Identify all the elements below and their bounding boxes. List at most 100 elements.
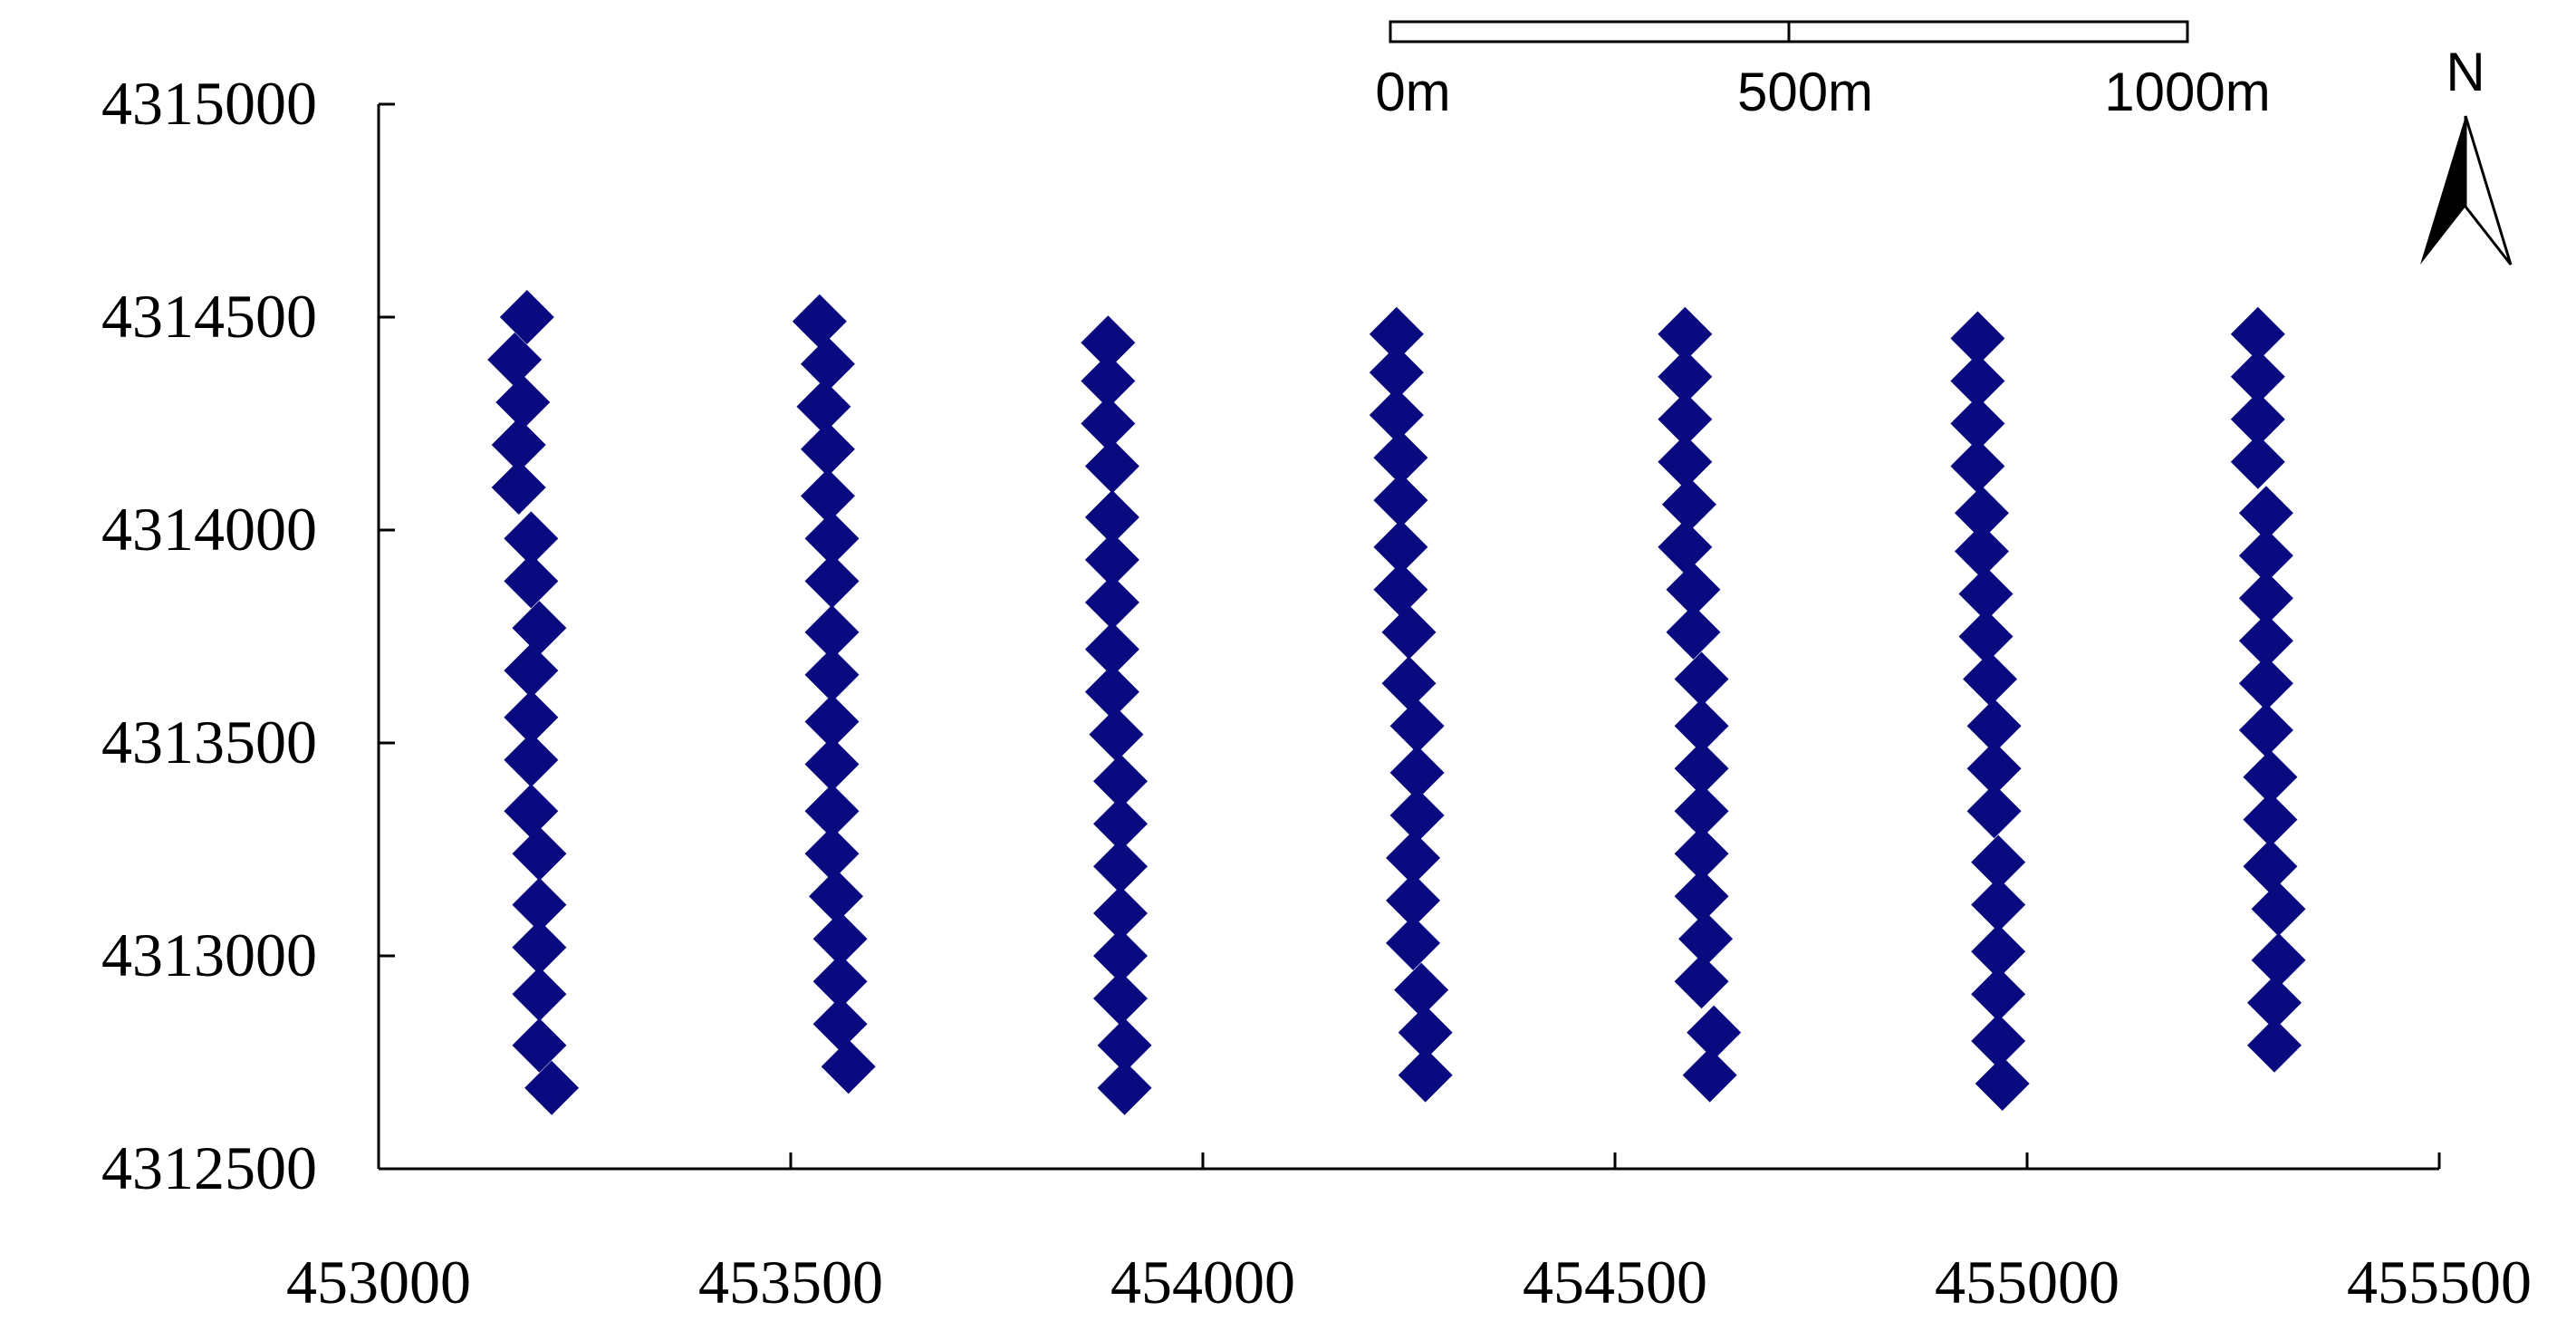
scale-label-0: 0m: [1375, 62, 1450, 122]
series-5: [1658, 306, 1742, 1103]
data-point: [1950, 396, 2005, 451]
y-tick-label: 4312500: [101, 1133, 317, 1202]
north-arrow: N: [2420, 42, 2513, 265]
data-point: [1958, 609, 2014, 664]
series-6: [1950, 311, 2030, 1111]
y-tick-label: 4313000: [101, 921, 317, 989]
data-point: [1958, 566, 2014, 622]
data-point: [499, 290, 554, 344]
data-point: [1658, 391, 1713, 447]
y-tick-label: 4315000: [101, 69, 317, 138]
data-point: [1093, 971, 1148, 1026]
data-point: [812, 954, 868, 1009]
data-point: [2243, 839, 2298, 894]
data-point: [1674, 784, 1729, 839]
x-tick-label: 454500: [1523, 1248, 1707, 1316]
data-point: [2238, 656, 2293, 711]
scale-bar: 0m 500m 1000m: [1375, 20, 2271, 122]
y-tick-label: 4313500: [101, 708, 317, 776]
data-point: [504, 689, 559, 745]
data-point: [1097, 1017, 1152, 1073]
data-point: [1084, 489, 1139, 545]
x-tick-label: 453000: [286, 1248, 471, 1316]
data-point: [1373, 430, 1428, 486]
data-point: [792, 294, 847, 349]
data-point: [487, 333, 543, 387]
data-point: [2238, 528, 2293, 583]
data-point: [1658, 519, 1713, 574]
data-point: [1666, 562, 1721, 617]
data-point: [1674, 651, 1729, 707]
data-point: [804, 554, 860, 609]
x-tick-label: 453500: [698, 1248, 883, 1316]
data-point: [491, 460, 546, 515]
data-point: [1394, 962, 1449, 1017]
data-point: [1081, 315, 1136, 371]
data-point: [800, 468, 855, 524]
data-point: [1373, 562, 1428, 617]
data-point: [804, 604, 860, 660]
data-point: [2247, 975, 2302, 1030]
data-point: [504, 784, 559, 839]
data-point: [1674, 826, 1729, 882]
data-point: [1081, 353, 1136, 409]
data-point: [1950, 353, 2005, 409]
data-point: [800, 336, 855, 391]
data-point: [1093, 796, 1148, 852]
data-point: [1369, 306, 1424, 362]
data-point: [1084, 664, 1139, 719]
data-point: [1674, 869, 1729, 924]
data-point: [1373, 519, 1428, 574]
data-point: [1389, 699, 1445, 754]
data-point: [1661, 477, 1716, 532]
data-point: [1389, 787, 1445, 843]
data-point: [1093, 839, 1148, 894]
data-point: [1658, 306, 1713, 362]
series-2: [792, 294, 876, 1094]
data-point: [2251, 932, 2306, 988]
data-point: [812, 911, 868, 967]
data-point: [1386, 873, 1441, 928]
data-point: [1398, 1047, 1453, 1103]
data-point: [1389, 745, 1445, 800]
data-point: [804, 511, 860, 566]
data-point: [1966, 741, 2022, 796]
data-point: [1084, 622, 1139, 677]
data-point: [1966, 699, 2022, 754]
data-point: [1369, 388, 1424, 443]
data-point: [1674, 699, 1729, 754]
north-arrow-icon: [2420, 115, 2513, 265]
data-point: [800, 421, 855, 477]
data-point: [512, 601, 567, 656]
series-1: [487, 290, 580, 1115]
data-point: [1966, 784, 2022, 839]
data-point: [1954, 524, 2009, 579]
data-point: [491, 418, 546, 472]
data-point: [1084, 574, 1139, 630]
ticks: 453000 453500 454000 454500 455000 455500 4315…: [101, 69, 2532, 1316]
data-point: [524, 1060, 580, 1115]
data-point: [1093, 929, 1148, 983]
data-point: [2230, 306, 2285, 362]
data-point: [1971, 1014, 2026, 1068]
data-point: [1954, 486, 2009, 541]
data-point: [2230, 349, 2285, 404]
data-point: [2247, 1017, 2302, 1073]
y-tick-label: 4314500: [101, 282, 317, 351]
data-point: [1084, 439, 1139, 494]
data-point: [504, 554, 559, 609]
data-point: [804, 784, 860, 839]
data-point: [1093, 754, 1148, 809]
data-point: [1963, 651, 2018, 707]
data-point: [1386, 915, 1441, 970]
data-point: [796, 379, 851, 434]
data-point: [1971, 834, 2026, 890]
data-point: [2238, 571, 2293, 626]
data-point: [1658, 349, 1713, 404]
data-point: [1381, 604, 1437, 660]
data-point: [512, 826, 567, 882]
data-point: [1971, 924, 2026, 979]
data-point: [1674, 954, 1729, 1009]
data-point: [2251, 882, 2306, 937]
